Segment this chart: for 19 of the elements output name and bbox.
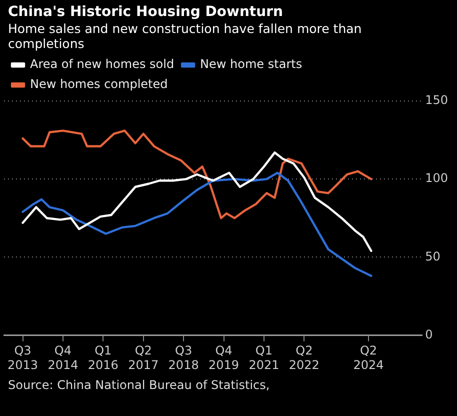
x-tick-label: Q3 2013	[7, 344, 38, 372]
x-tick-label: Q1 2016	[88, 344, 118, 372]
x-tick-label: Q1 2021	[248, 344, 280, 372]
y-tick-label: 150	[425, 93, 448, 108]
source-note: Source: China National Bureau of Statistics,	[7, 377, 271, 394]
legend-label: New homes completed	[30, 77, 168, 92]
x-tick-label: Q3 2018	[168, 344, 199, 372]
chart-subtitle: Home sales and new construction have fallen more than completions	[7, 20, 363, 51]
legend-label: Area of new homes sold	[30, 57, 174, 72]
x-tick-label: Q4 2019	[208, 344, 240, 372]
chart-title: China's Historic Housing Downturn	[7, 3, 284, 20]
y-tick-label: 0	[425, 327, 433, 342]
x-tick-label: Q4 2014	[48, 344, 78, 372]
x-tick-label: Q2 2017	[128, 344, 159, 372]
y-tick-label: 100	[425, 171, 448, 186]
x-tick-label: Q2 2024	[353, 344, 384, 372]
legend-label: New home starts	[200, 57, 302, 72]
y-tick-label: 50	[425, 249, 440, 264]
x-tick-label: Q2 2022	[288, 344, 320, 372]
